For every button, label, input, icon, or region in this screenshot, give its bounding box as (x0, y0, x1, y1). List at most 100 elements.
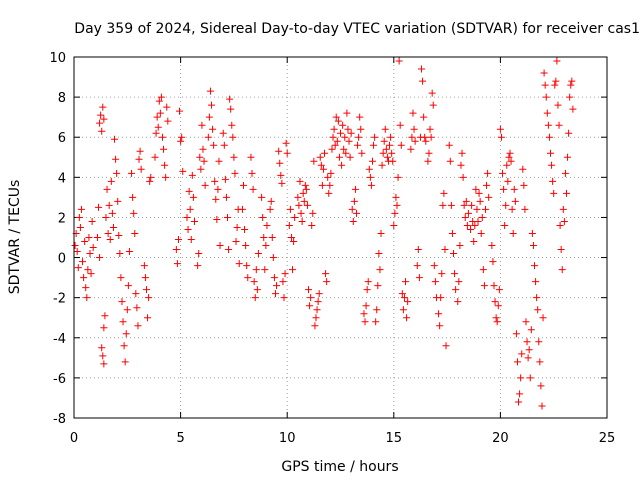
data-point (330, 125, 338, 133)
data-point (414, 246, 422, 254)
data-point (261, 266, 269, 274)
data-point (323, 278, 331, 286)
data-point (136, 147, 144, 155)
data-point (230, 153, 238, 161)
data-point (495, 286, 503, 294)
data-point (232, 238, 240, 246)
data-point (388, 149, 396, 157)
data-point (540, 69, 548, 77)
data-point (271, 290, 279, 298)
data-point (156, 109, 164, 117)
data-point (101, 312, 109, 320)
data-point (241, 225, 249, 233)
data-point (380, 137, 388, 145)
data-point (199, 145, 207, 153)
y-tick-label: 6 (58, 131, 66, 146)
data-point (213, 215, 221, 223)
data-point (368, 157, 376, 165)
data-point (298, 217, 306, 225)
data-point (162, 173, 170, 181)
data-point (492, 314, 500, 322)
data-point (259, 213, 267, 221)
x-tick-label: 10 (279, 431, 296, 446)
data-point (347, 129, 355, 137)
x-tick-label: 25 (599, 431, 616, 446)
data-point (392, 193, 400, 201)
data-point (146, 177, 154, 185)
data-point (85, 234, 93, 241)
plot-frame (73, 56, 608, 419)
data-point (144, 314, 152, 322)
data-point (129, 193, 137, 201)
data-point (216, 242, 224, 250)
data-point (73, 248, 81, 256)
data-point (490, 282, 498, 290)
data-point (370, 141, 378, 149)
data-point (195, 250, 203, 258)
data-point (356, 113, 364, 121)
data-point (518, 350, 526, 358)
data-point (325, 189, 333, 197)
data-point (555, 121, 563, 129)
data-point (125, 248, 133, 256)
data-point (481, 205, 489, 213)
data-point (197, 165, 205, 173)
data-point (214, 185, 222, 193)
data-point (266, 205, 274, 213)
data-point (88, 217, 96, 225)
data-point (318, 181, 326, 189)
data-point (454, 298, 462, 306)
data-point (173, 260, 181, 268)
data-point (338, 161, 346, 169)
data-point (176, 107, 184, 115)
data-point (537, 382, 545, 390)
data-point (425, 149, 433, 157)
data-point (314, 298, 322, 306)
data-point (249, 185, 257, 193)
data-point (98, 344, 106, 352)
data-point (438, 270, 446, 278)
data-point (561, 169, 569, 177)
data-point (222, 193, 230, 201)
data-point (547, 149, 555, 157)
data-point (163, 103, 171, 111)
data-point (178, 133, 186, 141)
x-axis-label: GPS time / hours (281, 459, 398, 475)
data-point (358, 149, 366, 157)
data-point (313, 306, 321, 314)
data-point (262, 242, 270, 250)
data-point (463, 221, 471, 229)
data-point (123, 306, 131, 314)
data-point (158, 133, 166, 141)
data-point (509, 229, 517, 237)
data-point (411, 137, 419, 145)
data-point (121, 358, 129, 366)
data-point (100, 115, 108, 123)
data-point (452, 286, 460, 294)
data-point (361, 318, 369, 326)
data-point (512, 330, 520, 338)
data-point (337, 129, 344, 137)
data-point (75, 213, 83, 221)
data-point (421, 133, 429, 141)
data-point (82, 284, 90, 292)
data-point (491, 298, 499, 306)
data-point (333, 137, 341, 145)
data-point (522, 318, 530, 326)
data-point (153, 113, 161, 121)
data-point (554, 101, 562, 109)
data-point (270, 274, 278, 282)
data-point (311, 322, 319, 330)
data-point (527, 326, 535, 334)
data-point (396, 121, 404, 129)
data-point (493, 318, 501, 326)
data-point (243, 262, 251, 270)
data-point (326, 181, 334, 189)
data-point (409, 109, 417, 117)
data-point (328, 145, 336, 153)
data-point (93, 234, 101, 241)
data-point (289, 266, 297, 274)
data-point (538, 402, 546, 410)
data-point (327, 169, 335, 177)
data-point (437, 294, 445, 302)
